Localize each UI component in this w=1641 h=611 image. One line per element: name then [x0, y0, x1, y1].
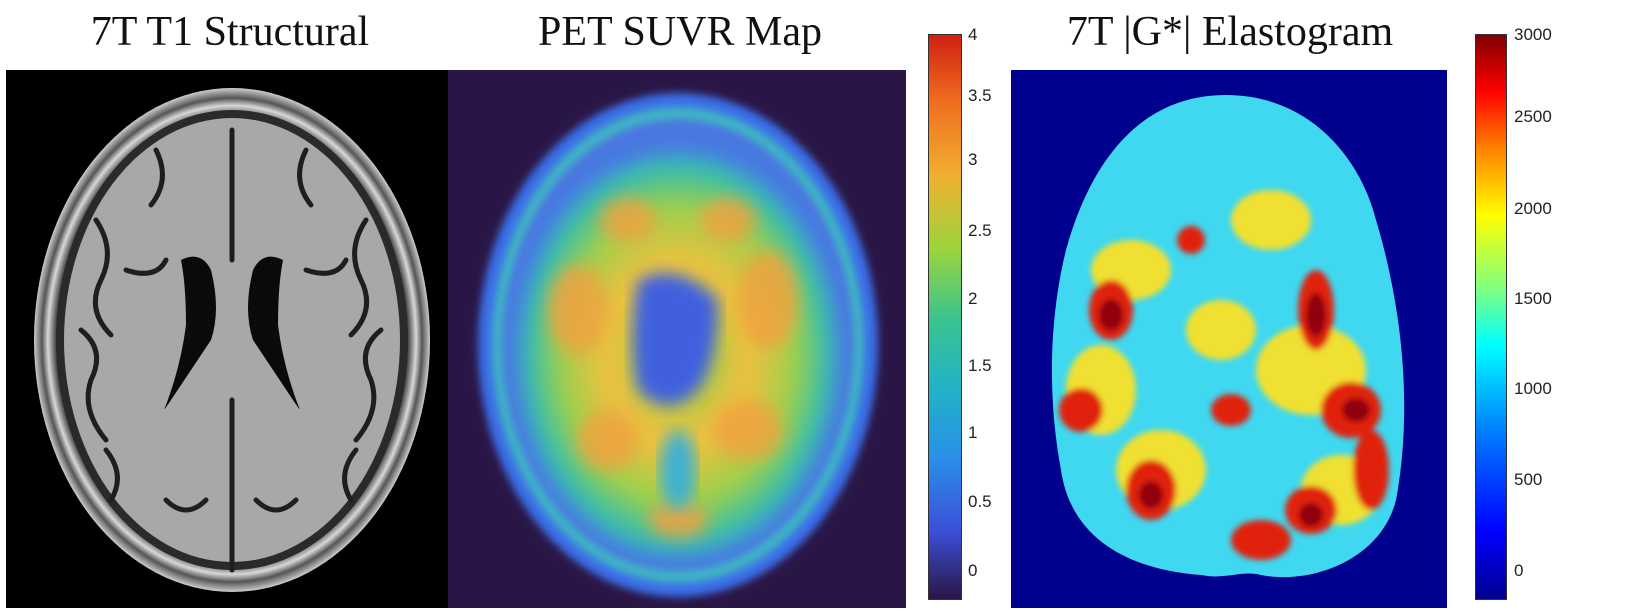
pet-tick-3: 3 — [968, 150, 978, 169]
mre-panel-title: 7T |G*| Elastogram — [1066, 9, 1394, 55]
pet-tick-0: 0 — [968, 561, 978, 580]
pet-tick-0.5: 0.5 — [968, 492, 992, 511]
pet-colorbar — [928, 34, 962, 600]
mre-elastogram-image — [1011, 70, 1447, 608]
pet-tick-2.5: 2.5 — [968, 221, 992, 240]
t1-panel-title: 7T T1 Structural — [90, 9, 370, 55]
mre-colorbar — [1475, 34, 1507, 600]
mre-tick-0: 0 — [1514, 561, 1524, 580]
pet-tick-2: 2 — [968, 289, 978, 308]
pet-tick-1.5: 1.5 — [968, 356, 992, 375]
pet-panel-title: PET SUVR Map — [538, 9, 822, 55]
pet-tick-1: 1 — [968, 423, 978, 442]
mre-tick-1500: 1500 — [1514, 289, 1552, 308]
pet-tick-3.5: 3.5 — [968, 86, 992, 105]
mre-tick-3000: 3000 — [1514, 25, 1552, 44]
t1-brain-image — [6, 70, 448, 608]
pet-suvr-image — [448, 70, 906, 608]
mre-tick-500: 500 — [1514, 470, 1543, 489]
mre-tick-2000: 2000 — [1514, 199, 1552, 218]
mre-tick-1000: 1000 — [1514, 379, 1552, 398]
mre-tick-2500: 2500 — [1514, 107, 1552, 126]
pet-tick-4: 4 — [968, 25, 978, 44]
